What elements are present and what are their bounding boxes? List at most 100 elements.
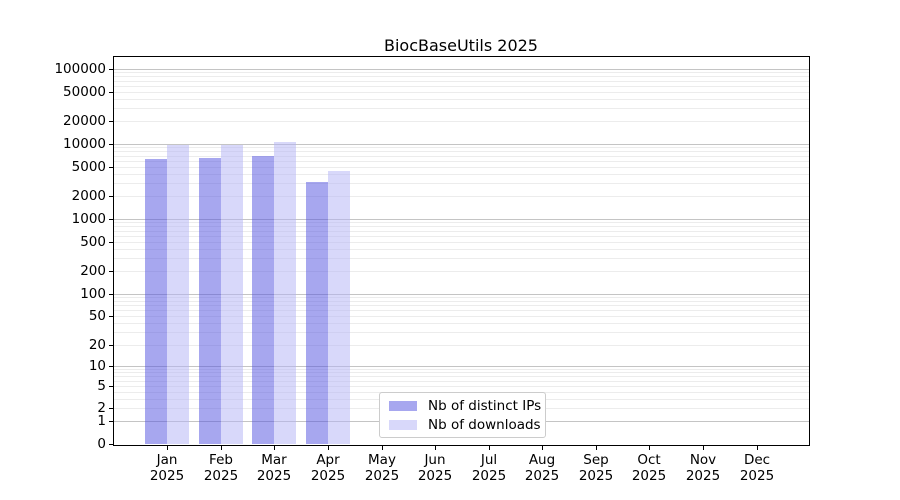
gridline-minor: [114, 242, 809, 243]
x-tick-label-sep: Sep 2025: [578, 452, 614, 484]
gridline-major: [114, 366, 809, 367]
y-tick-label: 5000: [71, 159, 106, 175]
legend-swatch-distinct-ips: [389, 400, 417, 411]
gridline-minor: [114, 258, 809, 259]
y-tick-label: 20: [88, 337, 106, 353]
y-tick: [109, 219, 113, 220]
gridline-minor: [114, 310, 809, 311]
y-tick: [109, 242, 113, 243]
x-tick-label-dec: Dec 2025: [739, 452, 775, 484]
gridline-minor: [114, 332, 809, 333]
y-tick: [109, 444, 113, 445]
legend-item-distinct-ips: Nb of distinct IPs: [389, 398, 541, 414]
x-tick-label-aug: Aug 2025: [524, 452, 560, 484]
gridline-major: [114, 69, 809, 70]
x-tick: [435, 446, 436, 450]
legend-label-downloads: Nb of downloads: [428, 416, 541, 433]
y-tick: [109, 144, 113, 145]
plot-area: [113, 56, 810, 446]
gridline-minor: [114, 156, 809, 157]
gridline-minor: [114, 72, 809, 73]
y-tick: [109, 316, 113, 317]
gridline-minor: [114, 231, 809, 232]
x-tick-label-jun: Jun 2025: [417, 452, 453, 484]
y-tick: [109, 121, 113, 122]
gridline-minor: [114, 386, 809, 387]
x-tick-label-apr: Apr 2025: [310, 452, 346, 484]
gridline-minor: [114, 226, 809, 227]
gridline-minor: [114, 297, 809, 298]
gridline-minor: [114, 183, 809, 184]
gridline-minor: [114, 316, 809, 317]
gridline-minor: [114, 147, 809, 148]
legend-item-downloads: Nb of downloads: [389, 417, 541, 433]
x-tick: [596, 446, 597, 450]
gridline-minor: [114, 81, 809, 82]
x-tick-label-feb: Feb 2025: [203, 452, 239, 484]
gridline-minor: [114, 372, 809, 373]
x-tick-label-jul: Jul 2025: [471, 452, 507, 484]
gridline-minor: [114, 121, 809, 122]
x-tick-label-mar: Mar 2025: [256, 452, 292, 484]
gridline-minor: [114, 236, 809, 237]
gridline-minor: [114, 381, 809, 382]
gridline-minor: [114, 92, 809, 93]
x-tick: [274, 446, 275, 450]
legend: Nb of distinct IPs Nb of downloads: [379, 392, 546, 438]
x-tick: [542, 446, 543, 450]
y-tick: [109, 92, 113, 93]
bar-distinct-ips-feb: [198, 158, 221, 444]
chart-title: BiocBaseUtils 2025: [384, 36, 538, 55]
x-tick-label-jan: Jan 2025: [149, 452, 185, 484]
gridline-minor: [114, 369, 809, 370]
gridline-minor: [114, 305, 809, 306]
y-tick-label: 0: [97, 436, 106, 452]
bar-distinct-ips-apr: [306, 182, 328, 444]
y-tick: [109, 421, 113, 422]
gridline-minor: [114, 76, 809, 77]
y-tick: [109, 69, 113, 70]
gridline-minor: [114, 222, 809, 223]
y-tick: [109, 167, 113, 168]
x-tick: [649, 446, 650, 450]
bar-downloads-apr: [328, 171, 350, 444]
gridline-minor: [114, 86, 809, 87]
y-tick-label: 10: [88, 358, 106, 374]
y-tick-label: 100000: [54, 61, 106, 77]
gridline-major: [114, 294, 809, 295]
bar-distinct-ips-jan: [145, 159, 168, 444]
x-tick-label-oct: Oct 2025: [631, 452, 667, 484]
x-tick-label-may: May 2025: [364, 452, 400, 484]
gridline-major: [114, 219, 809, 220]
y-tick-label: 10000: [63, 136, 106, 152]
x-tick: [703, 446, 704, 450]
gridline-minor: [114, 174, 809, 175]
y-tick: [109, 196, 113, 197]
gridline-minor: [114, 271, 809, 272]
gridline-minor: [114, 301, 809, 302]
y-tick-label: 50: [88, 308, 106, 324]
y-tick: [109, 366, 113, 367]
legend-swatch-downloads: [389, 419, 417, 430]
y-tick-label: 2000: [71, 188, 106, 204]
y-tick-label: 5: [97, 378, 106, 394]
gridline-minor: [114, 167, 809, 168]
bar-downloads-feb: [220, 145, 243, 444]
x-tick: [328, 446, 329, 450]
x-tick: [757, 446, 758, 450]
x-tick: [489, 446, 490, 450]
gridline-minor: [114, 249, 809, 250]
x-tick: [382, 446, 383, 450]
y-tick: [109, 386, 113, 387]
y-tick-label: 2: [97, 400, 106, 416]
gridline-major: [114, 144, 809, 145]
x-tick: [167, 446, 168, 450]
y-tick-label: 1: [97, 413, 106, 429]
bar-downloads-mar: [274, 142, 297, 444]
gridline-minor: [114, 323, 809, 324]
y-tick-label: 200: [80, 263, 106, 279]
bar-downloads-jan: [167, 145, 190, 444]
y-tick-label: 1000: [71, 211, 106, 227]
gridline-minor: [114, 376, 809, 377]
